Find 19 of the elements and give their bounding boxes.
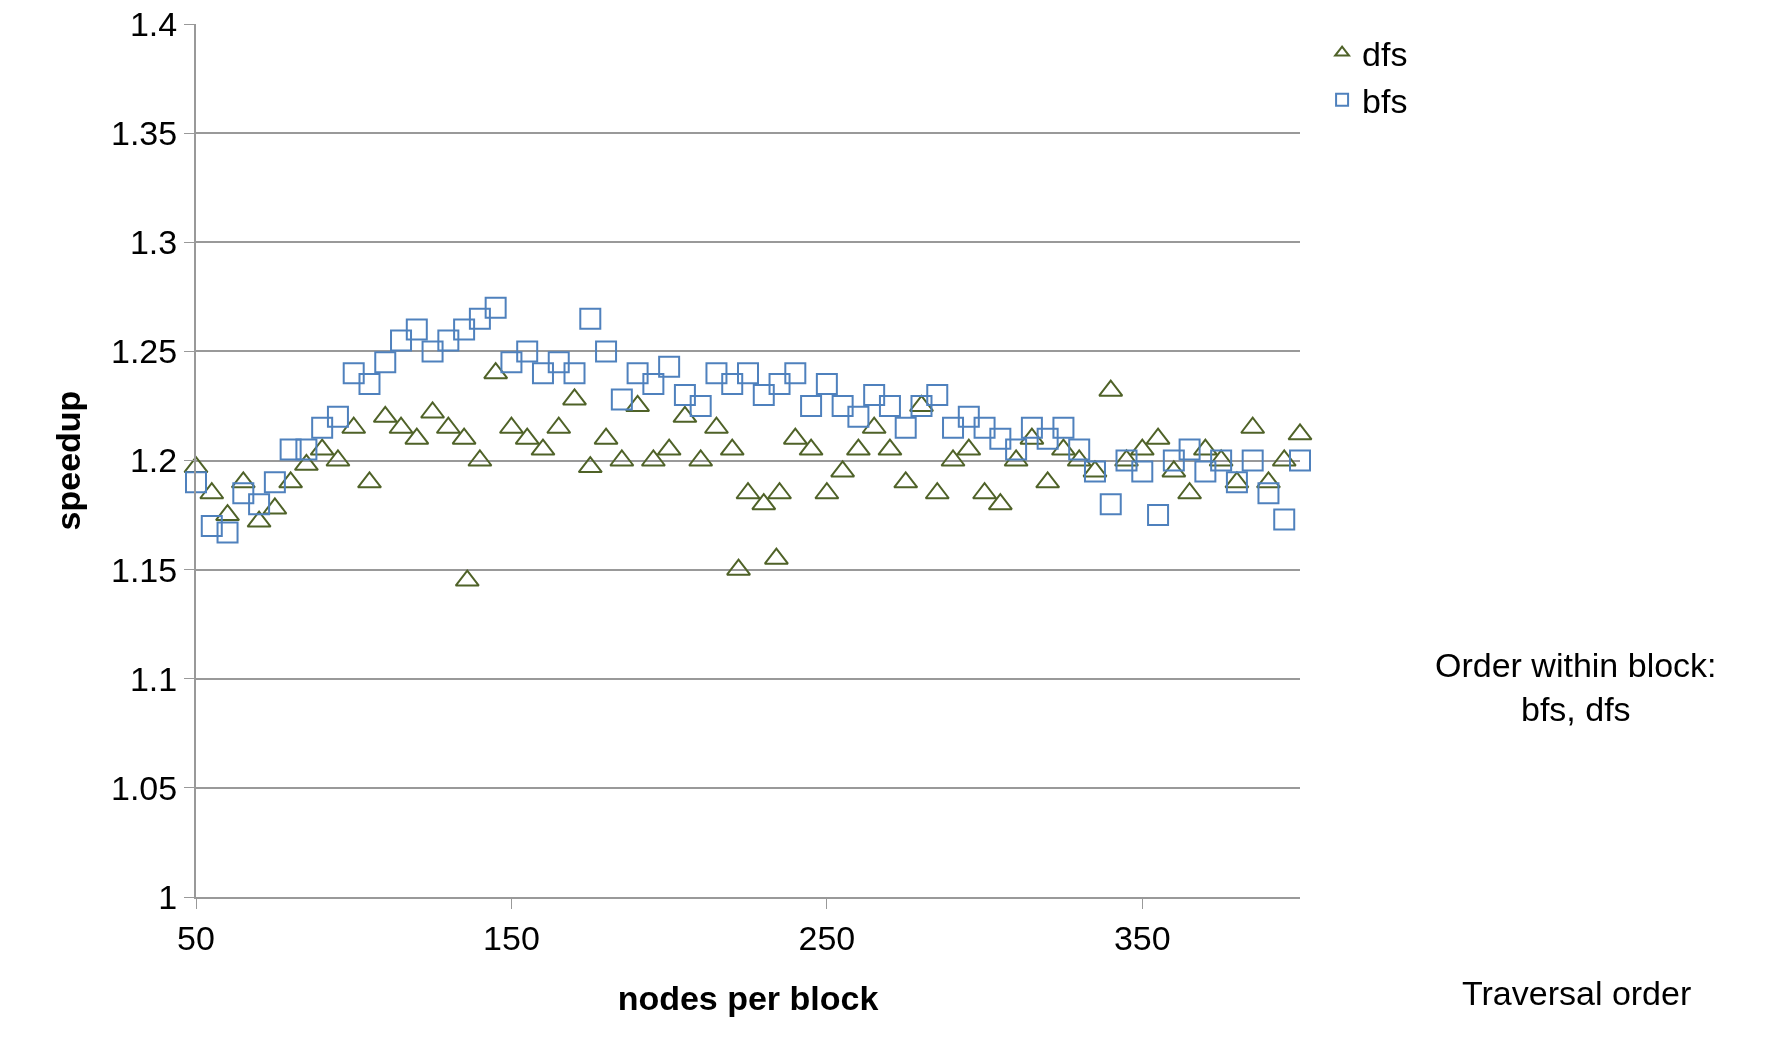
text: Order within block: bfs, dfs — [1435, 646, 1717, 729]
legend-label: dfs — [1362, 34, 1408, 73]
y-tick-label: 1.2 — [129, 441, 178, 480]
x-tick-label: 250 — [798, 918, 856, 957]
x-tick-label: 150 — [483, 918, 540, 957]
y-tick-label: 1.15 — [111, 550, 178, 589]
y-tick-label: 1.35 — [111, 114, 178, 153]
x-tick-label: 350 — [1113, 918, 1171, 957]
legend-label: bfs — [1362, 82, 1408, 121]
y-tick-label: 1.4 — [129, 4, 178, 43]
text: Traversal order — [1462, 974, 1692, 1012]
y-tick-label: 1 — [158, 877, 178, 916]
x-tick-label: 50 — [177, 918, 215, 957]
y-tick-label: 1.3 — [129, 223, 178, 262]
y-tick-label: 1.05 — [111, 768, 178, 807]
x-axis-title: nodes per block — [617, 979, 879, 1017]
y-axis-title: speedup — [49, 390, 88, 531]
y-tick-label: 1.1 — [129, 659, 178, 698]
y-tick-label: 1.25 — [111, 332, 178, 371]
